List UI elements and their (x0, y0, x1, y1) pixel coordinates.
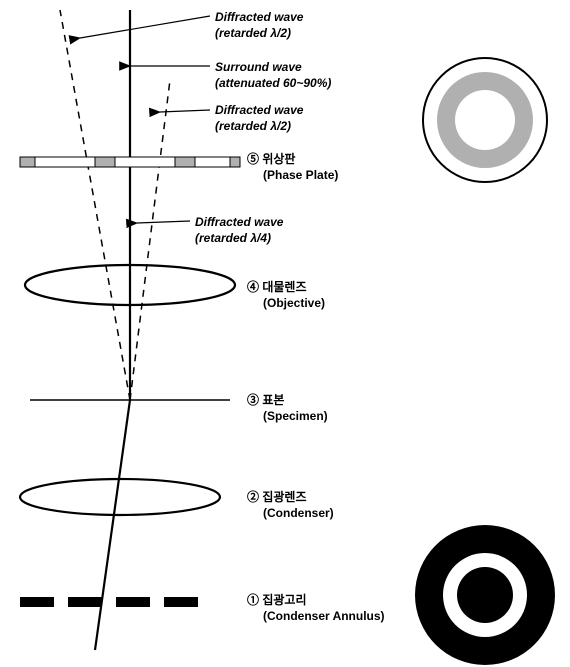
diagram-canvas (0, 0, 570, 667)
label-condenser: ② 집광렌즈(Condenser) (247, 490, 334, 521)
label-diffracted-low: Diffracted wave(retarded λ/4) (195, 215, 283, 246)
label-diffracted-top: Diffracted wave(retarded λ/2) (215, 10, 303, 41)
label-phase-plate: ⑤ 위상판(Phase Plate) (247, 152, 338, 183)
label-diffracted-mid: Diffracted wave(retarded λ/2) (215, 103, 303, 134)
label-annulus: ① 집광고리(Condenser Annulus) (247, 593, 385, 624)
label-specimen: ③ 표본(Specimen) (247, 393, 328, 424)
label-objective: ④ 대물렌즈(Objective) (247, 280, 325, 311)
label-surround: Surround wave(attenuated 60~90%) (215, 60, 331, 91)
